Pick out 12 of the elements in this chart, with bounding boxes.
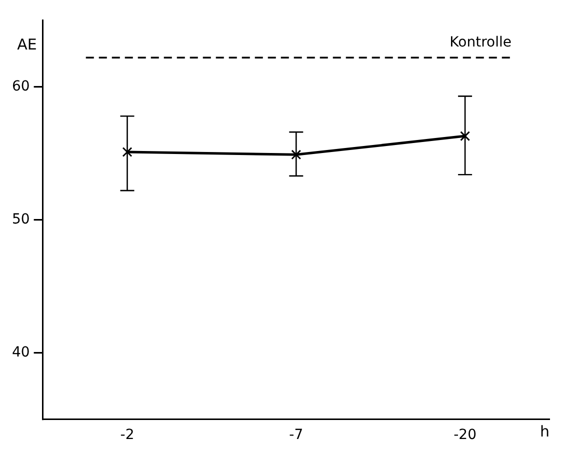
point [291,150,302,160]
point [460,131,470,142]
y-axis-title: AE [17,35,37,54]
x-axis-title: h [540,422,550,441]
x-tick-label: -2 [120,427,134,444]
y-tick-label: 60 [12,78,30,95]
point [122,147,132,157]
x-tick-label: -20 [454,427,476,444]
y-tick-label: 50 [12,211,30,228]
y-tick-label: 40 [12,344,30,360]
ref-line-label: Kontrolle [450,34,512,50]
x-tick-label: -7 [289,427,304,444]
